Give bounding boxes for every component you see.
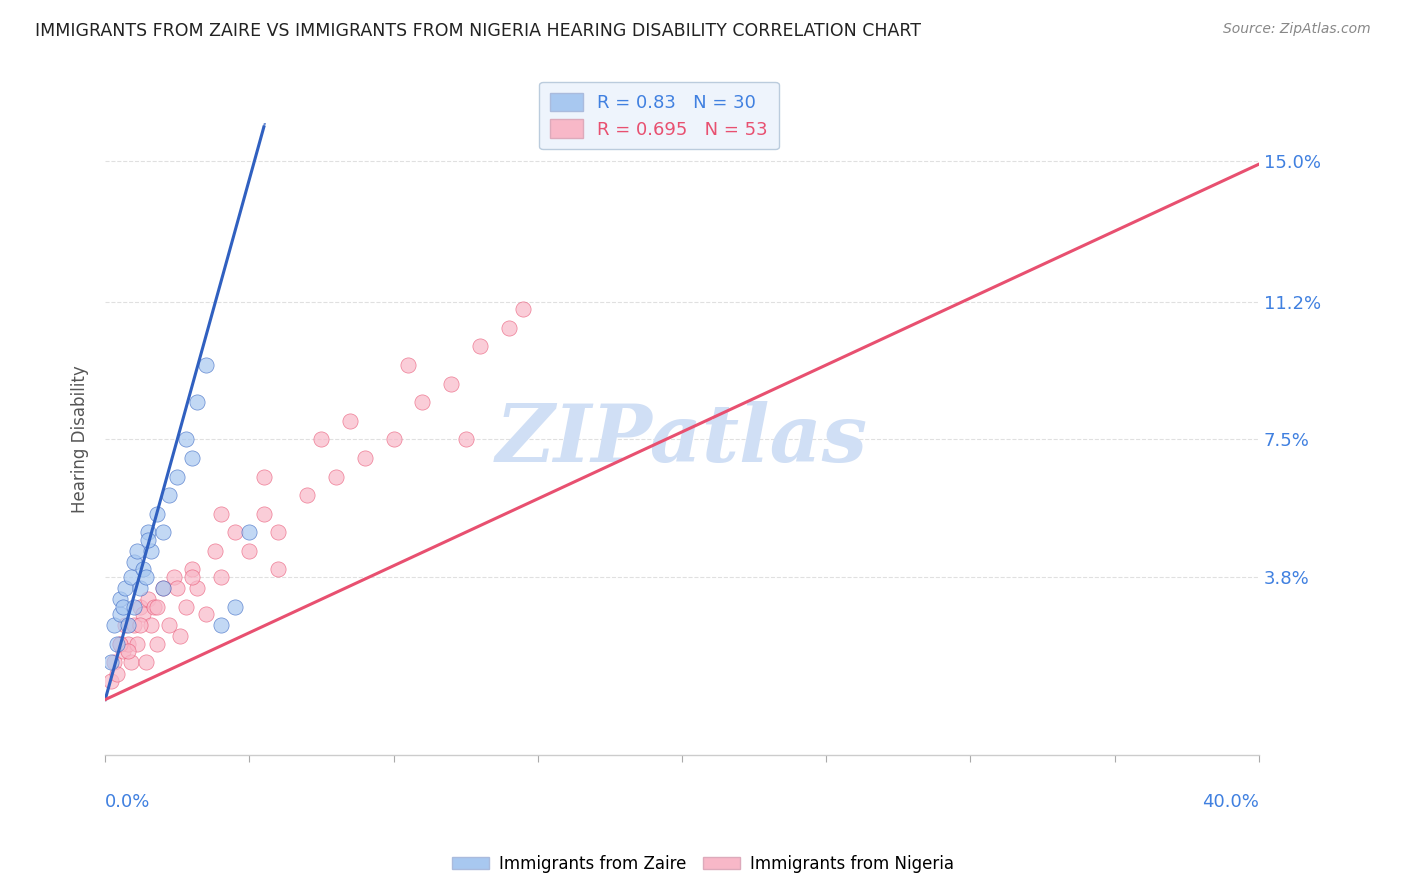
Point <box>180 570 202 584</box>
Point <box>105 666 128 681</box>
Point <box>209 570 232 584</box>
Point <box>180 562 202 576</box>
Point <box>253 507 276 521</box>
Point <box>125 544 148 558</box>
Point <box>180 450 202 465</box>
Point <box>498 321 520 335</box>
Point <box>138 533 160 547</box>
Point <box>100 673 122 688</box>
Point <box>157 618 180 632</box>
Text: 40.0%: 40.0% <box>1202 793 1258 811</box>
Point <box>152 525 174 540</box>
Point <box>157 488 180 502</box>
Point <box>169 629 191 643</box>
Point <box>152 581 174 595</box>
Point <box>111 644 134 658</box>
Point <box>105 637 128 651</box>
Point <box>152 581 174 595</box>
Point <box>253 469 276 483</box>
Point <box>195 358 218 372</box>
Point <box>174 599 197 614</box>
Point <box>186 395 208 409</box>
Point <box>267 562 290 576</box>
Point <box>224 599 246 614</box>
Point <box>146 599 169 614</box>
Point <box>411 395 433 409</box>
Point <box>468 339 491 353</box>
Point <box>120 570 142 584</box>
Point <box>108 637 131 651</box>
Point <box>100 656 122 670</box>
Point <box>120 656 142 670</box>
Point <box>209 507 232 521</box>
Text: Source: ZipAtlas.com: Source: ZipAtlas.com <box>1223 22 1371 37</box>
Point <box>440 376 463 391</box>
Legend: R = 0.83   N = 30, R = 0.695   N = 53: R = 0.83 N = 30, R = 0.695 N = 53 <box>540 82 779 150</box>
Y-axis label: Hearing Disability: Hearing Disability <box>72 366 89 513</box>
Point <box>103 656 125 670</box>
Point <box>114 581 136 595</box>
Point <box>209 618 232 632</box>
Point <box>128 599 150 614</box>
Point <box>512 302 534 317</box>
Point <box>108 592 131 607</box>
Point <box>454 433 477 447</box>
Point <box>396 358 419 372</box>
Point <box>128 581 150 595</box>
Point <box>135 656 157 670</box>
Point <box>382 433 405 447</box>
Point <box>114 618 136 632</box>
Text: IMMIGRANTS FROM ZAIRE VS IMMIGRANTS FROM NIGERIA HEARING DISABILITY CORRELATION : IMMIGRANTS FROM ZAIRE VS IMMIGRANTS FROM… <box>35 22 921 40</box>
Point <box>166 581 188 595</box>
Point <box>195 607 218 621</box>
Point <box>122 599 145 614</box>
Point <box>238 544 260 558</box>
Point <box>166 469 188 483</box>
Point <box>131 562 153 576</box>
Text: 0.0%: 0.0% <box>105 793 150 811</box>
Point <box>339 414 361 428</box>
Point <box>146 637 169 651</box>
Point <box>103 618 125 632</box>
Point <box>125 637 148 651</box>
Point <box>122 618 145 632</box>
Point <box>111 599 134 614</box>
Point <box>325 469 347 483</box>
Point <box>117 618 139 632</box>
Point <box>295 488 318 502</box>
Point <box>117 637 139 651</box>
Point <box>204 544 226 558</box>
Legend: Immigrants from Zaire, Immigrants from Nigeria: Immigrants from Zaire, Immigrants from N… <box>446 848 960 880</box>
Point <box>353 450 375 465</box>
Point <box>143 599 166 614</box>
Point <box>186 581 208 595</box>
Point <box>117 644 139 658</box>
Point <box>224 525 246 540</box>
Point <box>238 525 260 540</box>
Point <box>146 507 169 521</box>
Point <box>135 570 157 584</box>
Point <box>267 525 290 540</box>
Point <box>131 607 153 621</box>
Point <box>108 637 131 651</box>
Point <box>108 607 131 621</box>
Point <box>138 525 160 540</box>
Point <box>138 592 160 607</box>
Text: ZIPatlas: ZIPatlas <box>496 401 868 478</box>
Point <box>311 433 333 447</box>
Point <box>128 618 150 632</box>
Point <box>141 544 163 558</box>
Point <box>141 618 163 632</box>
Point <box>163 570 186 584</box>
Point <box>122 555 145 569</box>
Point <box>174 433 197 447</box>
